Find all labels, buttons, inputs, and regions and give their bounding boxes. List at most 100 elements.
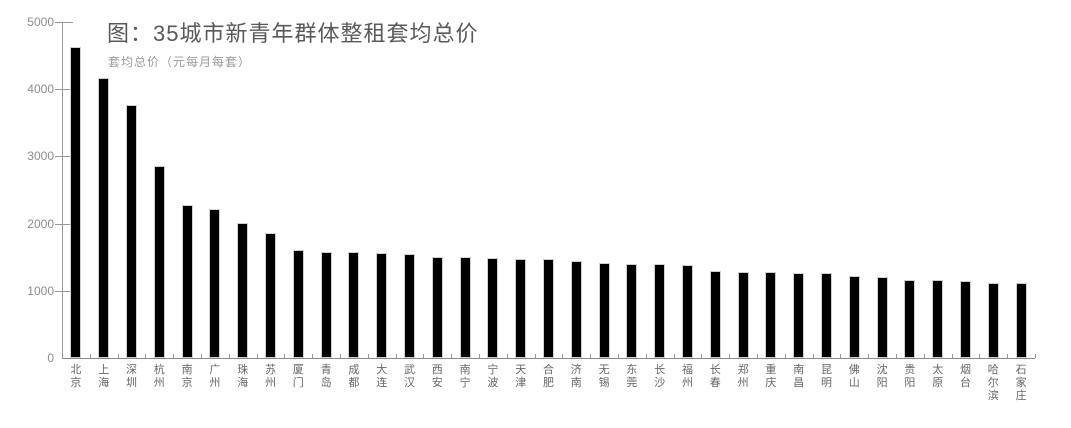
x-axis-label: 天津	[515, 364, 527, 389]
x-axis-tick	[701, 354, 703, 358]
x-axis-tick	[395, 354, 397, 358]
x-axis-tick	[840, 354, 842, 358]
x-axis-tick	[117, 354, 119, 358]
bar	[515, 258, 527, 358]
x-axis-tick	[284, 354, 286, 358]
bar	[765, 271, 777, 358]
y-axis-tick-label: 2000	[27, 216, 54, 231]
bar	[292, 249, 304, 358]
bar	[737, 271, 749, 358]
bar	[876, 277, 888, 358]
x-axis-label: 北京	[70, 364, 82, 389]
y-axis-tick	[55, 89, 73, 91]
x-axis-label: 石家庄	[1015, 364, 1027, 402]
x-axis-label: 东莞	[626, 364, 638, 389]
bar	[709, 270, 721, 358]
y-axis-line	[62, 22, 63, 359]
x-axis-label: 武汉	[404, 364, 415, 389]
y-axis-tick	[55, 290, 73, 292]
x-axis-label: 广州	[209, 364, 221, 389]
x-axis-label: 合肥	[543, 364, 554, 389]
x-axis-tick	[201, 354, 202, 358]
bar	[543, 259, 554, 358]
x-axis-label: 杭州	[153, 364, 165, 389]
x-axis-tick	[256, 354, 258, 358]
bar	[98, 78, 110, 358]
y-axis-tick	[55, 156, 73, 158]
bar	[487, 257, 499, 358]
bar	[682, 265, 693, 358]
x-axis-tick	[89, 354, 91, 358]
bar	[431, 256, 443, 358]
x-axis-tick	[173, 354, 175, 358]
x-axis-tick	[812, 354, 814, 358]
y-axis-tick-label: 4000	[27, 82, 54, 97]
bar	[1015, 283, 1027, 358]
x-axis-label: 成都	[348, 364, 360, 389]
x-axis-label: 南昌	[793, 364, 805, 389]
x-axis-label: 贵阳	[904, 364, 916, 389]
x-axis-label: 深圳	[126, 364, 137, 389]
x-axis-tick	[590, 354, 592, 358]
y-axis-tick	[55, 223, 73, 225]
x-axis-tick	[868, 354, 870, 358]
y-axis-tick-label: 3000	[27, 149, 54, 164]
y-axis-tick	[55, 22, 73, 23]
x-axis-tick	[228, 354, 230, 358]
x-axis-tick	[367, 354, 369, 358]
x-axis-tick	[896, 354, 897, 358]
x-axis-label: 上海	[98, 364, 110, 389]
x-axis-tick	[1007, 354, 1009, 358]
bar	[904, 280, 916, 358]
x-axis-tick	[423, 354, 425, 358]
x-axis-tick	[618, 354, 619, 358]
x-axis-tick	[729, 354, 731, 358]
x-axis-label: 长沙	[654, 364, 666, 389]
bar	[960, 281, 971, 358]
x-axis-tick	[562, 354, 564, 358]
x-axis-label: 太原	[932, 364, 944, 389]
bar	[821, 273, 832, 358]
x-axis-tick	[479, 354, 480, 358]
bar	[598, 262, 610, 358]
bar	[209, 208, 221, 358]
x-axis-tick	[923, 354, 925, 358]
x-axis-label: 青岛	[320, 364, 332, 389]
x-axis-label: 无锡	[598, 364, 610, 389]
x-axis-label: 长春	[709, 364, 721, 389]
bar	[237, 222, 249, 358]
x-axis-label: 南京	[181, 364, 193, 389]
chart-title: 图：35城市新青年群体整租套均总价	[107, 21, 479, 46]
bar	[459, 257, 471, 358]
bar	[153, 166, 165, 358]
bar	[404, 253, 415, 358]
bar	[348, 252, 360, 358]
y-axis-tick-label: 0	[47, 351, 54, 365]
x-axis-label: 佛山	[848, 364, 860, 389]
y-axis-tick-label: 5000	[27, 15, 54, 29]
bar	[320, 251, 332, 358]
x-axis-label: 烟台	[960, 364, 971, 389]
bar	[987, 282, 999, 358]
chart-unit-label: 套均总价（元每月每套）	[108, 55, 252, 69]
bar	[626, 263, 638, 358]
x-axis-label: 重庆	[765, 364, 777, 389]
x-axis-label: 苏州	[265, 364, 276, 389]
x-axis-label: 南宁	[459, 364, 471, 389]
bar	[181, 204, 193, 358]
bar	[376, 253, 388, 358]
x-axis-tick	[645, 354, 647, 358]
bar	[126, 104, 137, 358]
x-axis-label: 西安	[431, 364, 443, 389]
x-axis-label: 厦门	[292, 364, 304, 389]
x-axis-tick	[62, 354, 63, 358]
bar	[265, 233, 276, 358]
bar	[654, 263, 666, 358]
x-axis-tick	[506, 354, 508, 358]
bar	[793, 273, 805, 358]
x-axis-label: 昆明	[821, 364, 832, 389]
x-axis-label: 哈尔滨	[987, 364, 999, 402]
y-axis-tick-label: 1000	[27, 283, 54, 298]
x-axis-tick	[312, 354, 314, 358]
